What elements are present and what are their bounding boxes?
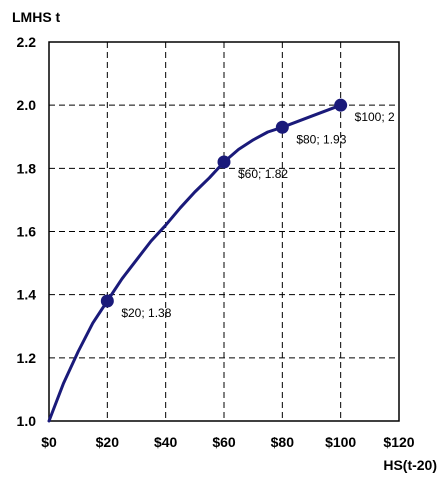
x-tick-label: $0 bbox=[41, 434, 57, 450]
grid-lines bbox=[49, 42, 399, 421]
data-label: $60; 1.82 bbox=[238, 167, 288, 181]
x-tick-labels: $0 $20 $40 $60 $80 $100 $120 bbox=[41, 434, 415, 450]
series-line bbox=[47, 103, 343, 423]
series-group bbox=[47, 98, 348, 423]
x-axis-title: HS(t-20) bbox=[383, 457, 437, 473]
y-tick-label: 1.4 bbox=[17, 287, 37, 303]
y-tick-label: 2.0 bbox=[17, 97, 37, 113]
x-tick-label: $120 bbox=[383, 434, 414, 450]
x-tick-label: $100 bbox=[325, 434, 356, 450]
data-label: $20; 1.38 bbox=[121, 306, 171, 320]
y-tick-label: 2.2 bbox=[17, 34, 37, 50]
x-tick-label: $60 bbox=[212, 434, 236, 450]
data-label: $80; 1.93 bbox=[296, 132, 346, 146]
y-axis-title: LMHS t bbox=[12, 9, 61, 25]
x-tick-label: $20 bbox=[96, 434, 120, 450]
data-point bbox=[275, 120, 289, 134]
x-tick-label: $80 bbox=[271, 434, 295, 450]
plot-frame bbox=[48, 41, 400, 422]
y-tick-label: 1.0 bbox=[17, 413, 37, 429]
data-point bbox=[100, 294, 114, 308]
data-label-group: $20; 1.38 $60; 1.82 $80; 1.93 $100; 2 bbox=[121, 110, 395, 320]
y-tick-label: 1.8 bbox=[17, 160, 37, 176]
data-point bbox=[217, 155, 231, 169]
x-tick-label: $40 bbox=[154, 434, 178, 450]
y-tick-label: 1.2 bbox=[17, 350, 37, 366]
y-tick-label: 1.6 bbox=[17, 224, 37, 240]
data-label: $100; 2 bbox=[355, 110, 395, 124]
y-tick-labels: 1.0 1.2 1.4 1.6 1.8 2.0 2.2 bbox=[17, 34, 37, 429]
data-point bbox=[334, 98, 348, 112]
